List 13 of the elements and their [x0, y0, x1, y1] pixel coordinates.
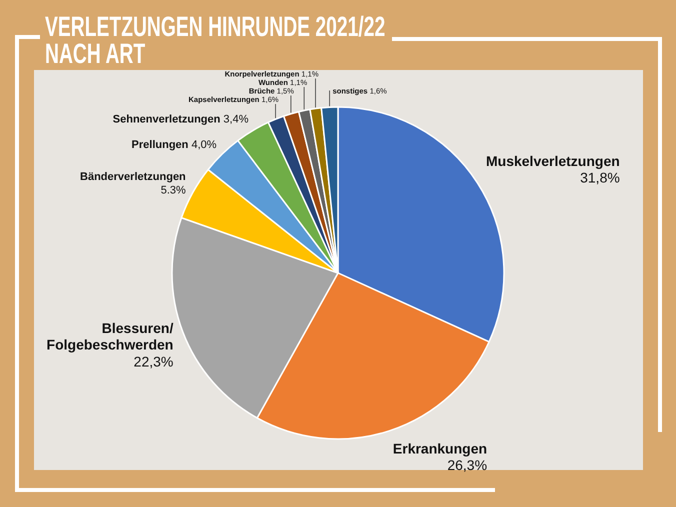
- slice-label: Erkrankungen: [392, 440, 488, 456]
- data-label: 3,4%: [220, 114, 249, 126]
- data-label: 31,8%: [580, 170, 620, 186]
- data-label: 5.3%: [160, 184, 186, 196]
- data-label: 4,0%: [188, 139, 217, 152]
- data-label: 26,3%: [447, 457, 488, 474]
- chart-title: VERLETZUNGEN HINRUNDE 2021/22 NACH ART: [45, 12, 386, 70]
- slice-label: Prellungen: [132, 139, 189, 152]
- slice-label: Bänderverletzungen: [80, 171, 186, 184]
- slice-label: Blessuren/Folgebeschwerden: [46, 320, 174, 353]
- slice-label: Sehnenverletzungen: [112, 114, 221, 126]
- slice-label: Muskelverletzungen: [486, 152, 620, 169]
- data-label: 22,3%: [134, 354, 174, 370]
